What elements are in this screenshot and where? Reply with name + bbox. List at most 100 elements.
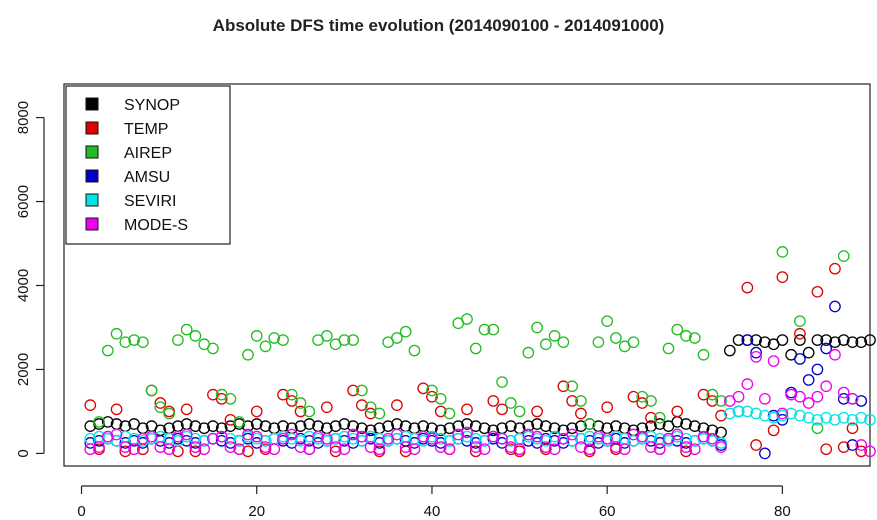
data-point <box>119 441 132 453</box>
data-point <box>802 411 815 424</box>
data-point <box>285 388 298 401</box>
data-point <box>224 441 237 453</box>
data-point <box>697 430 710 443</box>
data-point <box>504 441 517 453</box>
data-point <box>443 407 456 420</box>
data-point <box>469 420 482 432</box>
x-tick-label: 40 <box>424 503 441 520</box>
data-point <box>636 397 649 409</box>
data-point <box>855 336 868 349</box>
data-point <box>864 413 876 426</box>
data-point <box>198 422 211 435</box>
data-point <box>829 300 841 313</box>
data-point <box>136 336 149 349</box>
data-point <box>250 405 263 418</box>
data-point <box>732 405 745 418</box>
data-point <box>320 330 333 342</box>
data-point <box>688 443 701 456</box>
data-point <box>697 348 710 361</box>
y-tick-label: 6000 <box>15 185 32 218</box>
data-point <box>811 363 824 376</box>
data-point <box>469 437 482 449</box>
data-point <box>93 441 105 453</box>
data-point <box>680 441 692 453</box>
data-point <box>101 430 114 443</box>
data-point <box>154 401 167 414</box>
data-point <box>110 403 123 416</box>
data-point <box>767 355 780 367</box>
data-point <box>820 443 833 456</box>
data-point <box>671 434 684 447</box>
data-point <box>688 332 701 344</box>
data-point <box>408 443 421 456</box>
data-point <box>443 434 456 447</box>
data-point <box>277 334 289 346</box>
data-point <box>802 397 815 409</box>
data-point <box>776 413 789 426</box>
data-point <box>855 439 868 451</box>
data-point <box>811 285 824 298</box>
data-point <box>837 411 850 424</box>
data-point <box>145 430 158 443</box>
x-tick-label: 80 <box>774 503 791 520</box>
data-point <box>294 405 307 418</box>
data-point <box>618 443 631 456</box>
data-point <box>829 262 841 275</box>
data-point <box>224 432 237 445</box>
data-point <box>855 411 868 424</box>
data-point <box>399 434 412 447</box>
data-point <box>531 430 543 443</box>
y-tick-label: 4000 <box>15 269 32 302</box>
data-point <box>627 390 640 403</box>
data-point <box>820 411 833 424</box>
series-mode-s <box>84 348 876 458</box>
data-point <box>864 445 876 458</box>
data-point <box>496 376 508 388</box>
data-point <box>837 334 850 346</box>
legend-swatch <box>85 193 99 207</box>
data-point <box>575 441 587 453</box>
data-point <box>356 422 368 435</box>
data-point <box>364 424 377 437</box>
data-point <box>452 432 465 445</box>
data-point <box>128 443 140 456</box>
chart-title: Absolute DFS time evolution (2014090100 … <box>212 16 665 35</box>
data-point <box>478 422 491 435</box>
data-point <box>356 399 368 411</box>
data-point <box>785 388 798 401</box>
data-point <box>434 441 447 453</box>
data-point <box>250 430 263 443</box>
data-point <box>233 416 246 428</box>
data-point <box>794 390 806 403</box>
x-axis: 0 20 40 60 80 <box>77 485 791 520</box>
data-point <box>163 407 175 420</box>
data-point <box>172 430 184 443</box>
data-point <box>829 336 841 349</box>
data-point <box>548 430 561 443</box>
data-point <box>224 413 237 426</box>
data-point <box>504 434 517 447</box>
data-point <box>759 447 771 460</box>
data-point <box>180 428 193 441</box>
data-point <box>706 388 719 401</box>
data-point <box>119 336 132 349</box>
data-point <box>461 418 473 430</box>
data-point <box>207 432 219 445</box>
data-point <box>215 422 228 435</box>
data-point <box>338 430 351 443</box>
data-point <box>399 325 412 338</box>
y-tick-label: 0 <box>15 449 32 457</box>
data-point <box>364 401 377 414</box>
data-point <box>829 348 841 361</box>
data-point <box>741 334 754 346</box>
legend-label: SYNOP <box>124 97 180 114</box>
data-point <box>391 432 403 445</box>
data-point <box>145 384 158 397</box>
x-tick-label: 60 <box>599 503 616 520</box>
data-point <box>715 395 727 407</box>
data-point <box>189 445 202 458</box>
data-point <box>715 409 727 422</box>
x-tick-label: 0 <box>77 503 85 520</box>
data-point <box>680 330 692 342</box>
